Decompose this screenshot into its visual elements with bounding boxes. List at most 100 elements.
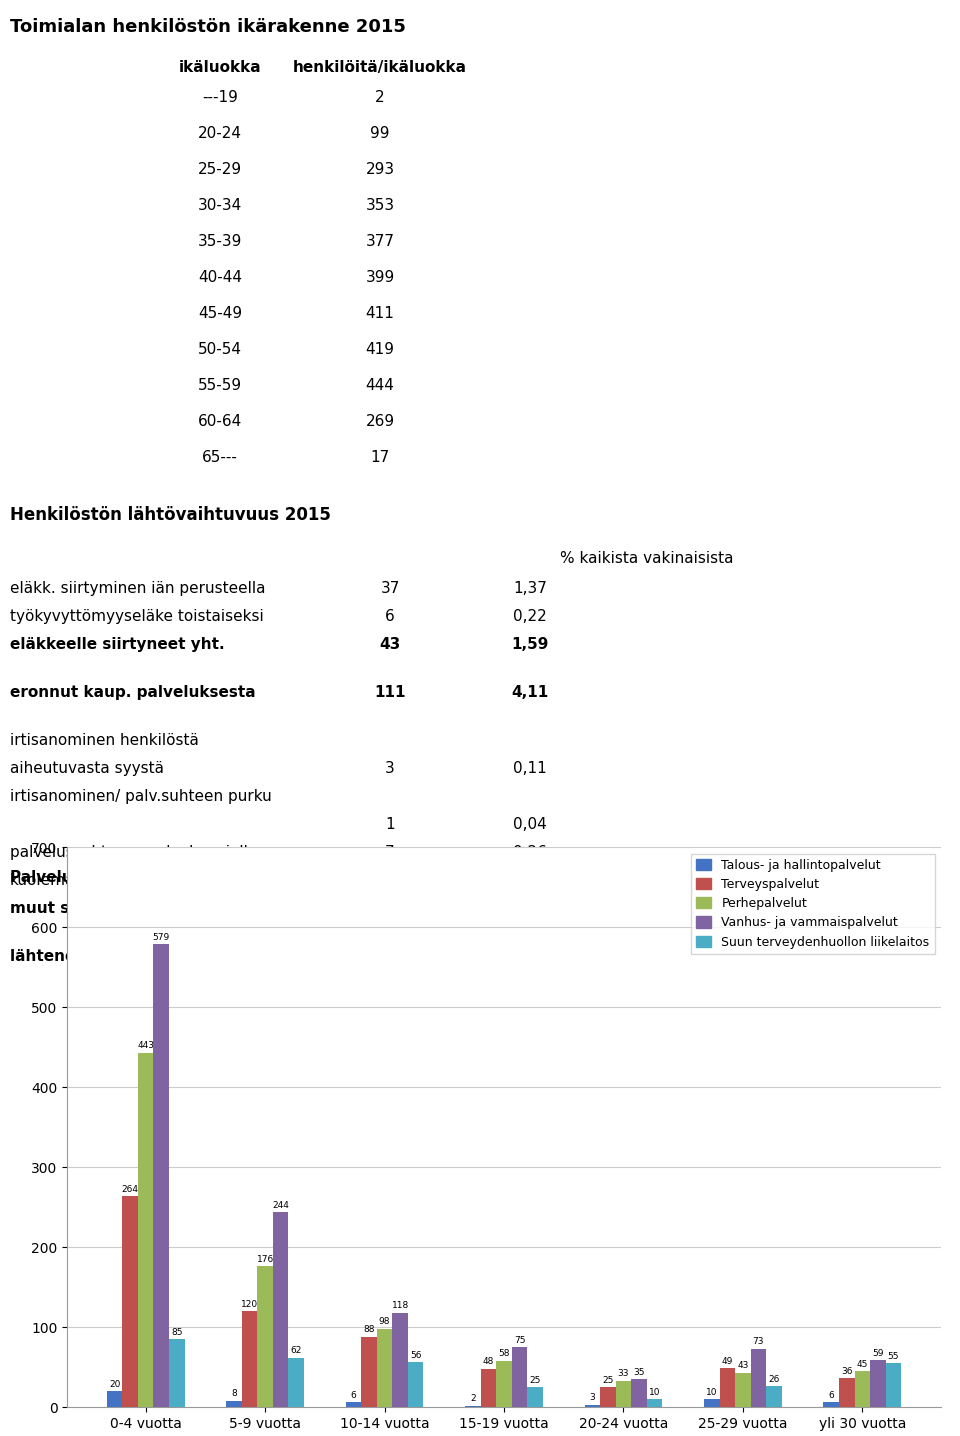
Text: 20-24: 20-24 bbox=[198, 126, 242, 141]
Text: henkilöitä/ikäluokka: henkilöitä/ikäluokka bbox=[293, 60, 467, 75]
Text: 25: 25 bbox=[602, 1376, 613, 1384]
Bar bbox=[169, 1340, 184, 1407]
Text: 6,15: 6,15 bbox=[512, 949, 549, 964]
Text: 30-34: 30-34 bbox=[198, 198, 242, 213]
Bar bbox=[393, 1313, 408, 1407]
Bar bbox=[288, 1357, 304, 1407]
Text: Palvelussuhteen kesto vuosina tulosalueittain 2015: Palvelussuhteen kesto vuosina tulosaluei… bbox=[10, 870, 454, 885]
Text: 8: 8 bbox=[231, 1390, 237, 1399]
Text: 50-54: 50-54 bbox=[198, 342, 242, 358]
Text: 1: 1 bbox=[385, 873, 395, 887]
Text: 6: 6 bbox=[350, 1391, 356, 1400]
Text: 3: 3 bbox=[589, 1393, 595, 1403]
Text: 98: 98 bbox=[379, 1317, 391, 1327]
Text: 353: 353 bbox=[366, 198, 395, 213]
Bar bbox=[408, 1363, 423, 1407]
Text: kuolema: kuolema bbox=[10, 873, 76, 887]
Text: 1,37: 1,37 bbox=[513, 582, 547, 596]
Text: 59: 59 bbox=[872, 1348, 883, 1357]
Text: 43: 43 bbox=[737, 1361, 749, 1370]
Text: Toimialan henkilöstön ikärakenne 2015: Toimialan henkilöstön ikärakenne 2015 bbox=[10, 19, 406, 36]
Bar bbox=[481, 1369, 496, 1407]
Text: 35: 35 bbox=[634, 1369, 645, 1377]
Text: 60-64: 60-64 bbox=[198, 414, 242, 429]
Text: 4,11: 4,11 bbox=[512, 685, 548, 699]
Bar bbox=[766, 1387, 781, 1407]
Text: eronnut kaup. palveluksesta: eronnut kaup. palveluksesta bbox=[10, 685, 255, 699]
Text: 2: 2 bbox=[470, 1394, 476, 1403]
Legend: Talous- ja hallintopalvelut, Terveyspalvelut, Perhepalvelut, Vanhus- ja vammaisp: Talous- ja hallintopalvelut, Terveyspalv… bbox=[691, 853, 934, 954]
Text: eläkk. siirtyminen iän perusteella: eläkk. siirtyminen iän perusteella bbox=[10, 582, 266, 596]
Text: 17: 17 bbox=[371, 449, 390, 465]
Bar bbox=[227, 1402, 242, 1407]
Text: 399: 399 bbox=[366, 270, 395, 284]
Bar bbox=[600, 1387, 615, 1407]
Text: 269: 269 bbox=[366, 414, 395, 429]
Text: palvelussuhteen purku koeajalla: palvelussuhteen purku koeajalla bbox=[10, 844, 257, 860]
Bar bbox=[466, 1406, 481, 1407]
Text: työkyvyttömyyseläke toistaiseksi: työkyvyttömyyseläke toistaiseksi bbox=[10, 609, 264, 625]
Text: 293: 293 bbox=[366, 162, 395, 177]
Bar bbox=[527, 1387, 542, 1407]
Text: 10: 10 bbox=[706, 1387, 717, 1397]
Bar bbox=[824, 1403, 839, 1407]
Text: 3: 3 bbox=[385, 761, 395, 775]
Bar bbox=[615, 1381, 631, 1407]
Text: 45: 45 bbox=[856, 1360, 868, 1369]
Text: 12: 12 bbox=[379, 900, 400, 916]
Bar bbox=[704, 1399, 720, 1407]
Text: 0,04: 0,04 bbox=[514, 873, 547, 887]
Text: 120: 120 bbox=[241, 1300, 258, 1308]
Bar bbox=[346, 1403, 361, 1407]
Bar bbox=[257, 1267, 273, 1407]
Text: 33: 33 bbox=[617, 1370, 629, 1379]
Bar bbox=[854, 1371, 870, 1407]
Text: 48: 48 bbox=[483, 1357, 494, 1367]
Text: 0,22: 0,22 bbox=[514, 609, 547, 625]
Text: 118: 118 bbox=[392, 1301, 409, 1311]
Text: 0,26: 0,26 bbox=[513, 844, 547, 860]
Text: Henkilöstön lähtövaihtuvuus 2015: Henkilöstön lähtövaihtuvuus 2015 bbox=[10, 505, 331, 524]
Bar bbox=[512, 1347, 527, 1407]
Bar bbox=[839, 1379, 854, 1407]
Text: 166: 166 bbox=[374, 949, 406, 964]
Text: 0,04: 0,04 bbox=[514, 817, 547, 831]
Text: muut syyt yht.: muut syyt yht. bbox=[10, 900, 135, 916]
Text: 49: 49 bbox=[722, 1357, 733, 1366]
Text: aiheutuvasta syystä: aiheutuvasta syystä bbox=[10, 761, 164, 775]
Text: lähteneet yht.: lähteneet yht. bbox=[10, 949, 132, 964]
Text: 99: 99 bbox=[371, 126, 390, 141]
Text: 40-44: 40-44 bbox=[198, 270, 242, 284]
Text: 244: 244 bbox=[273, 1200, 289, 1209]
Text: 62: 62 bbox=[291, 1347, 301, 1356]
Text: 1: 1 bbox=[385, 817, 395, 831]
Bar bbox=[647, 1399, 662, 1407]
Text: ---19: ---19 bbox=[202, 90, 238, 105]
Text: 43: 43 bbox=[379, 638, 400, 652]
Bar bbox=[751, 1348, 766, 1407]
Text: 1,59: 1,59 bbox=[512, 638, 549, 652]
Text: 55-59: 55-59 bbox=[198, 378, 242, 393]
Text: 0,44: 0,44 bbox=[512, 900, 549, 916]
Bar bbox=[885, 1363, 901, 1407]
Text: irtisanominen henkilöstä: irtisanominen henkilöstä bbox=[10, 732, 199, 748]
Text: eläkkeelle siirtyneet yht.: eläkkeelle siirtyneet yht. bbox=[10, 638, 225, 652]
Text: 26: 26 bbox=[768, 1376, 780, 1384]
Text: 65---: 65--- bbox=[202, 449, 238, 465]
Text: 25-29: 25-29 bbox=[198, 162, 242, 177]
Bar bbox=[154, 943, 169, 1407]
Text: 35-39: 35-39 bbox=[198, 234, 242, 248]
Text: 20: 20 bbox=[109, 1380, 120, 1389]
Text: 2: 2 bbox=[375, 90, 385, 105]
Text: 444: 444 bbox=[366, 378, 395, 393]
Text: 58: 58 bbox=[498, 1350, 510, 1358]
Bar bbox=[242, 1311, 257, 1407]
Text: 85: 85 bbox=[171, 1328, 182, 1337]
Text: 56: 56 bbox=[410, 1351, 421, 1360]
Bar bbox=[107, 1391, 123, 1407]
Bar bbox=[870, 1360, 885, 1407]
Bar bbox=[273, 1212, 288, 1407]
Bar bbox=[585, 1404, 600, 1407]
Bar bbox=[361, 1337, 377, 1407]
Text: 6: 6 bbox=[828, 1391, 834, 1400]
